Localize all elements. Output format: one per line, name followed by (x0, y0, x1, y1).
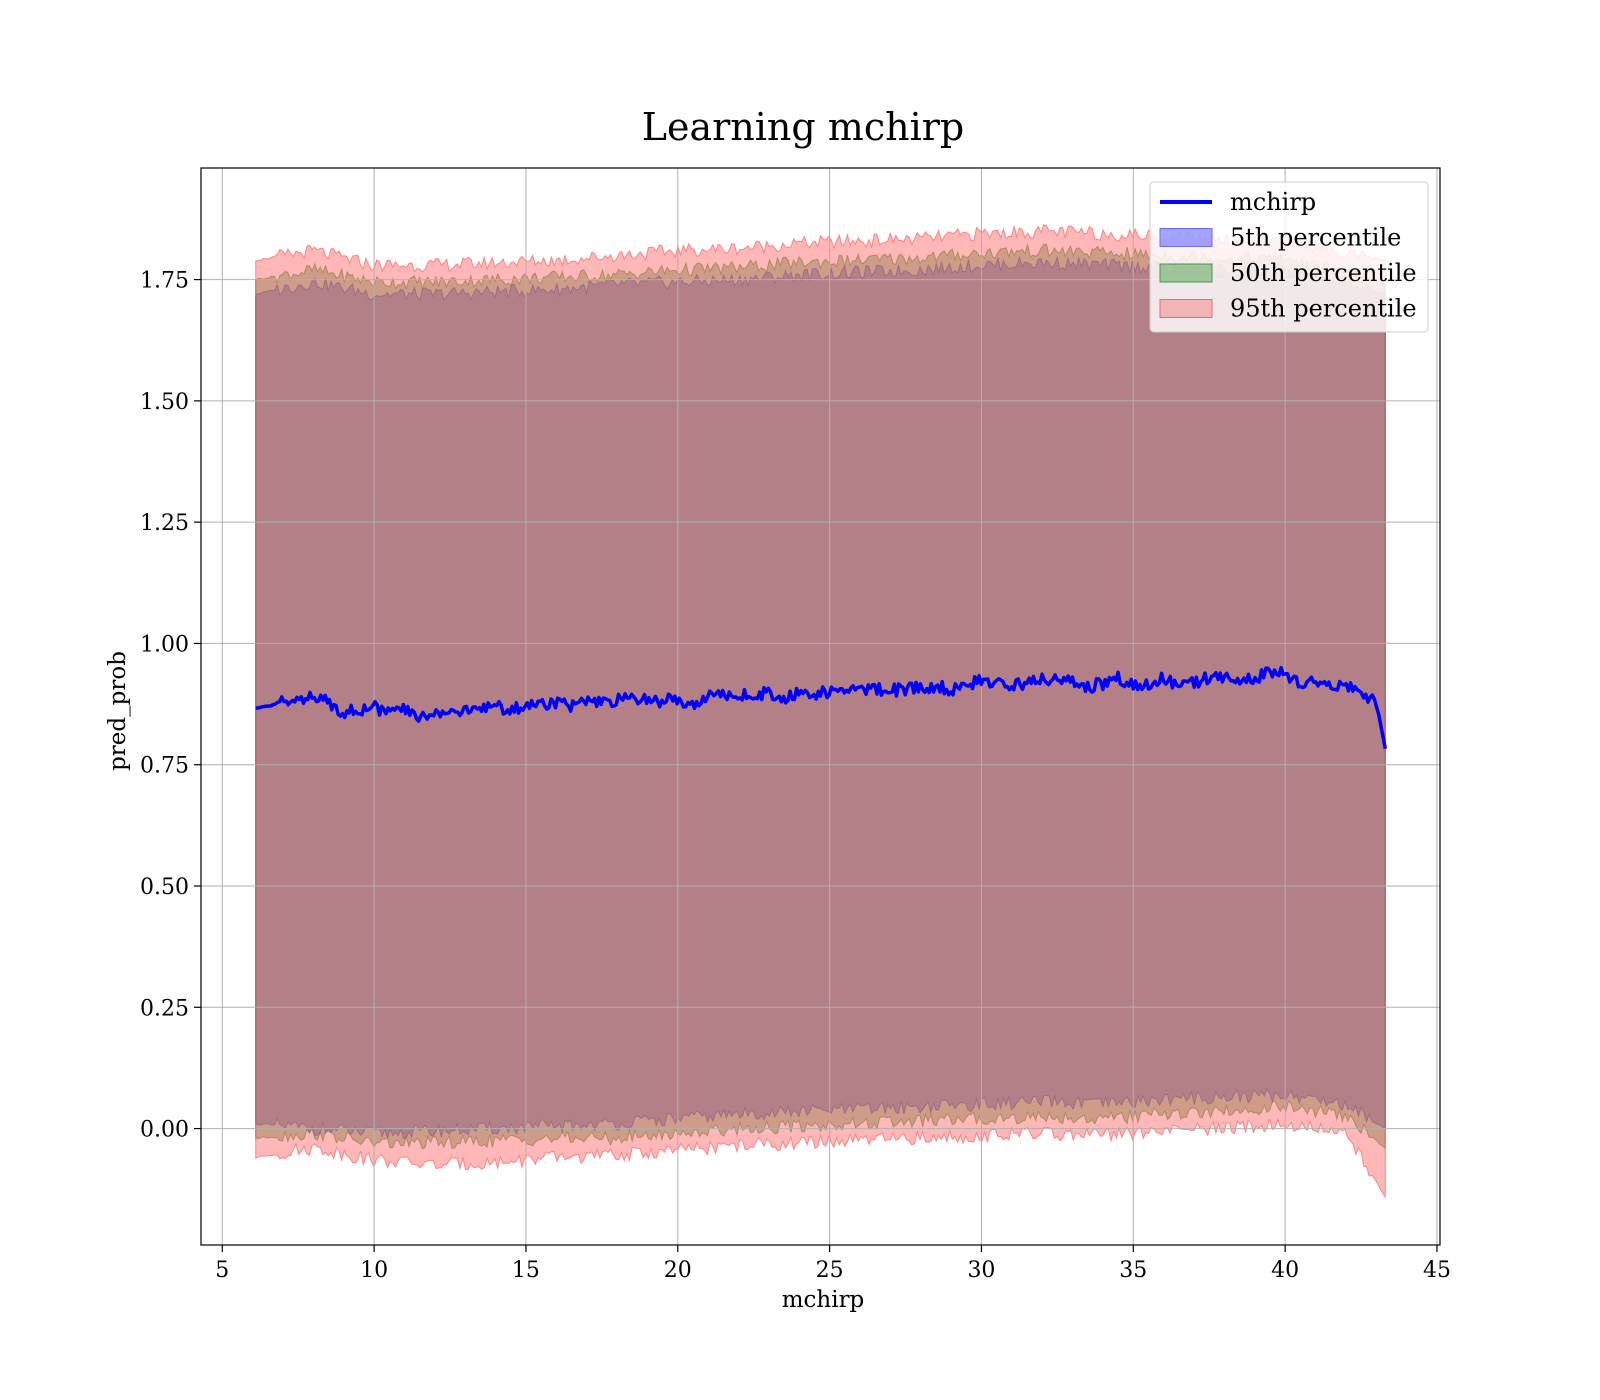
percentile-bands (255, 224, 1386, 1199)
x-tick-label: 25 (816, 1258, 844, 1283)
legend: mchirp 5th percentile 50th percentile 95th … (1149, 181, 1429, 333)
y-tick-label: 0.50 (140, 875, 189, 900)
x-tick-label: 30 (967, 1258, 995, 1283)
chart-title: Learning mchirp (642, 105, 964, 149)
legend-swatch-95th-percentile (1159, 299, 1213, 318)
y-tick-label: 0.75 (140, 754, 189, 779)
legend-label-50th-percentile: 50th percentile (1230, 259, 1417, 287)
x-axis-ticks: 5 10 15 20 25 30 35 40 45 (215, 1245, 1451, 1283)
x-tick-label: 40 (1271, 1258, 1299, 1283)
plot-frame (200, 167, 1441, 1246)
x-tick-label: 35 (1119, 1258, 1147, 1283)
grid-lines (201, 168, 1440, 1245)
legend-label-5th-percentile: 5th percentile (1230, 224, 1401, 252)
x-tick-label: 45 (1423, 1258, 1451, 1283)
y-tick-label: 1.50 (140, 390, 189, 415)
plot-area (200, 167, 1441, 1246)
legend-box (1149, 181, 1429, 333)
legend-swatch-5th-percentile (1159, 228, 1213, 247)
legend-swatch-50th-percentile (1159, 263, 1213, 283)
legend-label-mchirp: mchirp (1230, 188, 1316, 216)
y-tick-label: 1.00 (140, 632, 189, 657)
x-tick-label: 10 (360, 1258, 388, 1283)
x-tick-label: 15 (512, 1258, 540, 1283)
series-line-mchirp (255, 665, 1388, 750)
x-tick-label: 5 (215, 1258, 229, 1283)
y-axis-ticks: 0.00 0.25 0.50 0.75 1.00 1.25 1.50 1.75 (140, 269, 201, 1143)
x-tick-label: 20 (664, 1258, 692, 1283)
y-tick-label: 0.00 (140, 1118, 189, 1143)
y-axis-label: pred_prob (105, 651, 131, 771)
y-tick-label: 1.25 (140, 511, 189, 536)
y-tick-label: 1.75 (140, 269, 189, 294)
y-tick-label: 0.25 (140, 996, 189, 1021)
legend-label-95th-percentile: 95th percentile (1230, 295, 1417, 323)
x-axis-label: mchirp (782, 1287, 865, 1313)
band-95th-percentile (255, 224, 1386, 1199)
mchirp-line-layer (255, 665, 1388, 750)
